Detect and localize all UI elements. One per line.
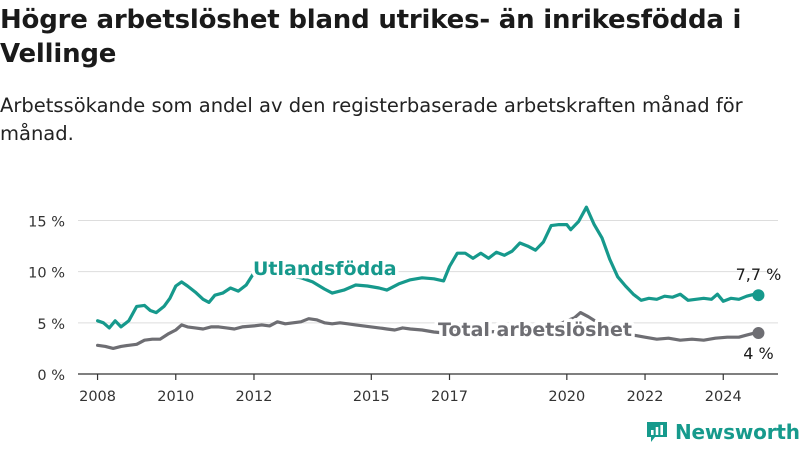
y-tick-label: 5 % (37, 317, 65, 333)
series-end-point-utlandsfodda (752, 289, 765, 302)
x-tick-label: 2022 (627, 389, 664, 405)
y-tick-label: 15 % (28, 214, 65, 230)
y-tick-label: 0 % (37, 368, 65, 384)
newsworthy-logo: Newsworthy (645, 418, 800, 446)
series-label-total: Total arbetslöshet (438, 319, 632, 341)
y-tick-label: 10 % (28, 266, 65, 282)
series-line-utlandsfodda (96, 205, 760, 330)
end-value-label-total: 4 % (743, 344, 773, 363)
x-tick-label: 2015 (353, 389, 390, 405)
series-label-utlandsfodda: Utlandsfödda (253, 258, 397, 280)
x-tick-label: 2024 (705, 389, 742, 405)
chart-title: Högre arbetslöshet bland utrikes- än inr… (0, 5, 742, 69)
chart-subtitle: Arbetssökande som andel av den registerb… (0, 94, 743, 145)
x-tick-label: 2010 (157, 389, 194, 405)
end-value-label-utlandsfodda: 7,7 % (736, 265, 782, 284)
series-end-point-total (752, 327, 765, 340)
x-tick-label: 2017 (431, 389, 468, 405)
x-tick-label: 2020 (548, 389, 585, 405)
brand-name: Newsworthy (675, 420, 800, 444)
x-tick-label: 2008 (79, 389, 116, 405)
newsworthy-logo-icon (647, 422, 667, 442)
x-tick-label: 2012 (236, 389, 273, 405)
series-line-total (96, 311, 760, 350)
